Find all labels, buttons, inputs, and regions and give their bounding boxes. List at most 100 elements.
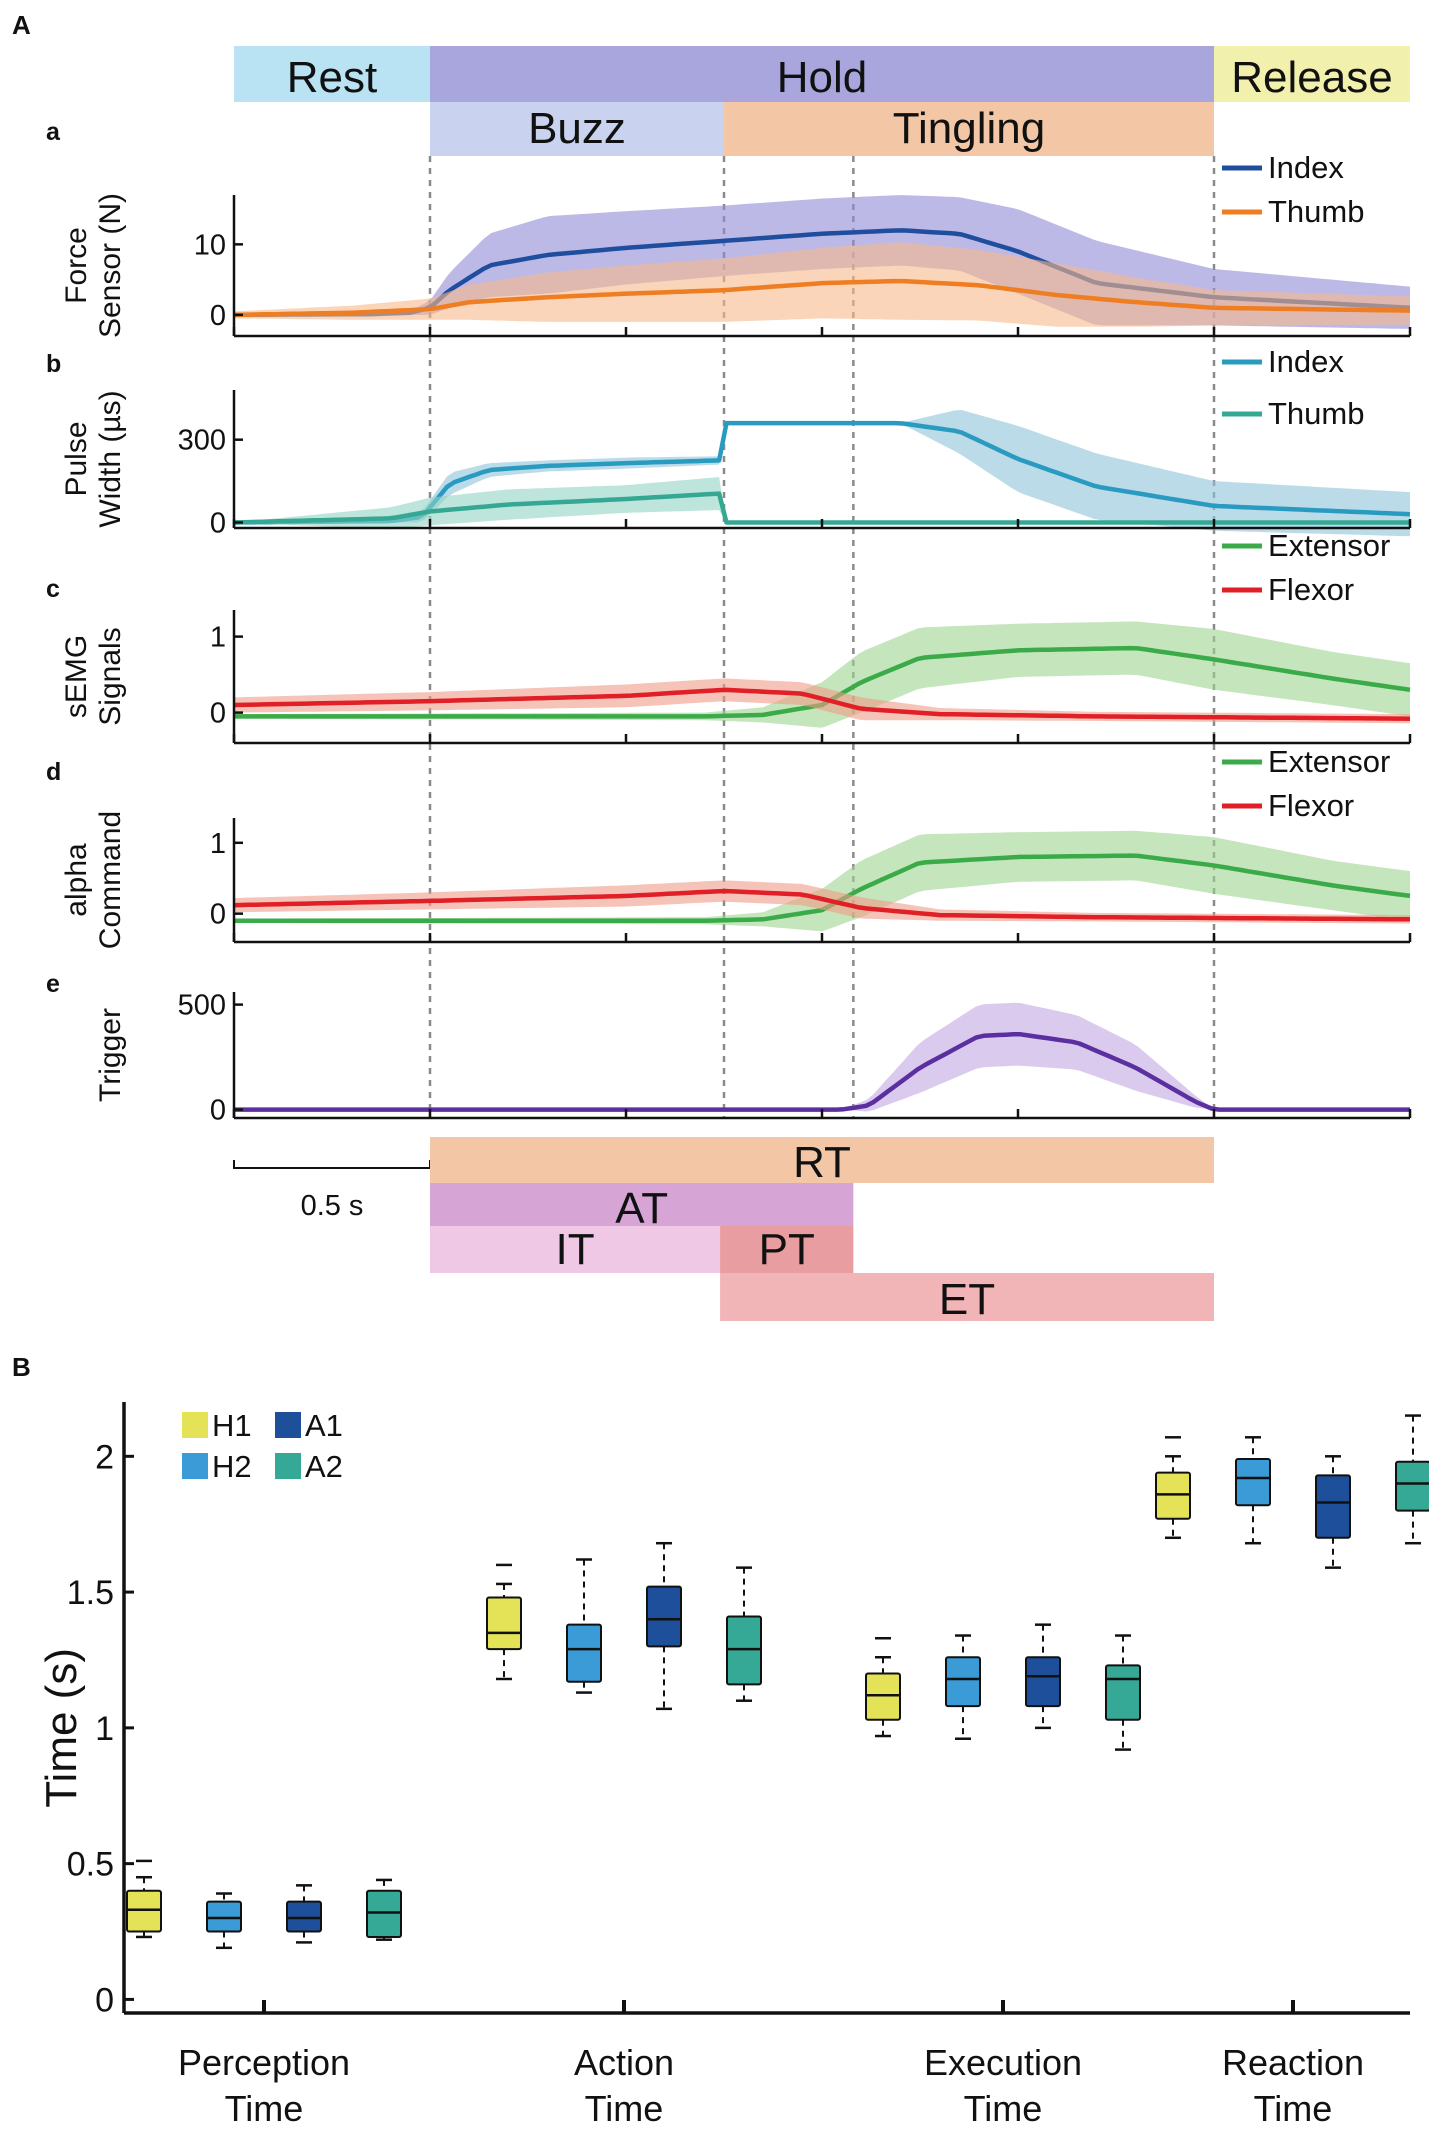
panel-a-label: A: [12, 10, 31, 40]
b-category-label-1-0: Action: [574, 2042, 674, 2083]
timing-bar-at: [430, 1183, 854, 1226]
timing-label-at: AT: [615, 1184, 668, 1233]
timing-label-pt: PT: [759, 1225, 815, 1274]
legend-label-c-flexor: Flexor: [1268, 572, 1354, 607]
scale-bar-label: 0.5 s: [301, 1190, 364, 1222]
phase-label-rest: Rest: [287, 53, 377, 102]
subphase-label-tingling: Tingling: [893, 104, 1045, 153]
series-line-c-flexor: [233, 687, 1411, 721]
legend-label-a-index: Index: [1268, 150, 1344, 185]
band-c-extensor: [234, 621, 1410, 728]
b-category-label-2-1: Time: [964, 2088, 1043, 2129]
legend-label-a-thumb: Thumb: [1268, 194, 1364, 229]
box-3-h2-box: [1235, 1458, 1271, 1507]
b-y-tick-label: 2: [95, 1438, 114, 1476]
timing-bar-et: [720, 1273, 1214, 1321]
y-tick-label-d: 0: [210, 899, 226, 931]
series-line-d-extensor: [234, 853, 1411, 923]
band-d-flexor: [234, 880, 1410, 924]
subplot-letter-a: a: [46, 118, 61, 146]
phase-bar-rest: [234, 46, 430, 102]
panel-b-label: B: [12, 1352, 31, 1382]
subphase-bar-tingling: [724, 102, 1214, 156]
scale-bar: [233, 1160, 431, 1169]
y-tick-label-b: 300: [178, 425, 226, 457]
y-axis-label-d-1: Command: [94, 811, 127, 949]
subplot-c: c sEMG Signals 0 1 Extensor Flexor: [46, 528, 1412, 745]
subplot-letter-c: c: [46, 575, 60, 603]
b-legend-label-h2: H2: [212, 1449, 252, 1484]
timing-bar-it: [430, 1226, 721, 1273]
legend-label-b-index: Index: [1268, 344, 1344, 379]
box-1-h1-box: [486, 1596, 522, 1651]
y-axis-label-d-0: alpha: [60, 843, 93, 917]
y-axis-label-b-0: Pulse: [60, 421, 93, 496]
box-group-3: [1155, 1414, 1429, 2013]
timing-label-rt: RT: [793, 1138, 851, 1187]
box-1-a1-box: [646, 1585, 682, 1648]
box-3-a1-box: [1315, 1474, 1351, 1539]
timing-bar-rt: [430, 1137, 1214, 1183]
box-0-h1-box: [126, 1889, 162, 1933]
panel-a: A Rest Hold Release Buzz Tingling a Force Sensor…: [12, 10, 1412, 1324]
y-axis-label-c-1: Signals: [94, 627, 127, 725]
band-b-thumb: [234, 477, 1410, 530]
y-axis-label-c-0: sEMG: [60, 635, 93, 718]
legend-label-d-extensor: Extensor: [1268, 744, 1390, 779]
b-legend-swatch-h2: [182, 1453, 208, 1479]
timing-label-et: ET: [939, 1275, 995, 1324]
box-2-h1-box: [865, 1672, 901, 1721]
b-legend-swatch-a1: [275, 1412, 301, 1438]
subplot-letter-b: b: [46, 350, 61, 378]
y-axis-label-a-0: Force: [60, 227, 93, 304]
box-3-h1-box: [1155, 1471, 1191, 1520]
b-category-label-0-0: Perception: [178, 2042, 350, 2083]
box-2-a1-box: [1025, 1656, 1061, 1708]
subplot-d: d alpha Command 0 1 Extensor Flexor: [46, 744, 1412, 949]
b-legend-label-a2: A2: [305, 1449, 343, 1484]
phase-label-release: Release: [1231, 53, 1392, 102]
subplot-a: a Force Sensor (N) 0 10 Index Thumb: [46, 118, 1412, 338]
b-y-tick-label: 0.5: [67, 1846, 114, 1884]
y-axis-label-a-1: Sensor (N): [94, 193, 127, 338]
y-tick-label-a: 0: [210, 300, 226, 332]
legend-label-d-flexor: Flexor: [1268, 788, 1354, 823]
subplot-letter-d: d: [46, 758, 61, 786]
legend-label-c-extensor: Extensor: [1268, 528, 1390, 563]
subplot-b: b Pulse Width (µs) 0 300 Index Thumb: [46, 344, 1412, 539]
b-category-label-3-0: Reaction: [1222, 2042, 1364, 2083]
y-tick-label-e: 0: [210, 1095, 226, 1127]
subphase-label-buzz: Buzz: [528, 104, 626, 153]
b-y-tick-label: 1.5: [67, 1574, 114, 1612]
b-legend-label-h1: H1: [212, 1408, 252, 1443]
b-legend-swatch-a2: [275, 1453, 301, 1479]
box-2-a2-box: [1105, 1664, 1141, 1721]
series-line-d-flexor: [233, 888, 1410, 922]
b-y-tick-label: 0: [95, 1981, 114, 2019]
b-category-label-0-1: Time: [225, 2088, 304, 2129]
box-1-h2-box: [566, 1623, 602, 1683]
subphase-bar-buzz: [430, 102, 724, 156]
phase-bar-release: [1214, 46, 1410, 102]
subplot-e: e Trigger 0 500: [46, 970, 1412, 1127]
y-tick-label-a: 10: [194, 229, 226, 261]
y-tick-label-d: 1: [210, 828, 226, 860]
series-line-a-thumb: [233, 278, 1411, 318]
panel-b: B 0 0.5 1 1.5 2 Time (s) Perception Time Action Ti…: [12, 1352, 1429, 2129]
phase-label-hold: Hold: [777, 53, 868, 102]
timing-bar-pt: [720, 1226, 854, 1273]
b-y-tick-label: 1: [95, 1710, 114, 1748]
b-category-label-2-0: Execution: [924, 2042, 1082, 2083]
y-tick-label-c: 0: [210, 698, 226, 730]
b-category-label-3-1: Time: [1254, 2088, 1333, 2129]
box-group-1: [486, 1541, 762, 2013]
series-line-e-trigger: [234, 1032, 1410, 1112]
box-0-a1-box: [286, 1900, 322, 1933]
subplot-letter-e: e: [46, 970, 60, 998]
y-tick-label-e: 500: [178, 990, 226, 1022]
legend-label-b-thumb: Thumb: [1268, 396, 1364, 431]
band-e-trigger: [234, 1002, 1410, 1112]
box-0-h2-box: [206, 1900, 242, 1933]
box-group-0: [126, 1859, 402, 2013]
